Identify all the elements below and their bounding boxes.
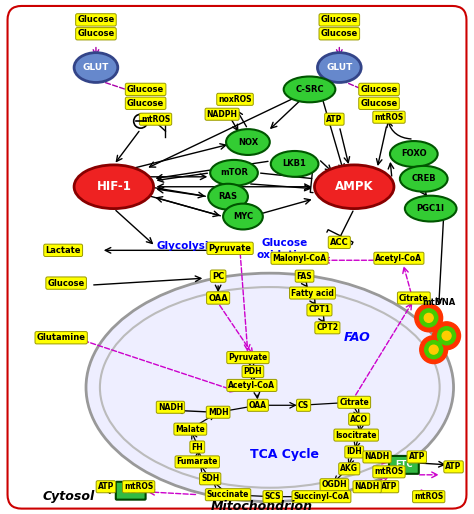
- Ellipse shape: [74, 52, 118, 82]
- Text: FOXO: FOXO: [401, 150, 427, 158]
- Text: Cytosol: Cytosol: [43, 490, 95, 503]
- Ellipse shape: [283, 77, 335, 102]
- Text: NADH: NADH: [158, 403, 183, 412]
- Circle shape: [415, 304, 443, 332]
- Text: Pyruvate: Pyruvate: [209, 244, 252, 253]
- Text: Glycolysis: Glycolysis: [156, 242, 215, 251]
- Text: SDH: SDH: [201, 474, 219, 483]
- FancyBboxPatch shape: [389, 456, 419, 474]
- Ellipse shape: [318, 52, 361, 82]
- Text: PC: PC: [212, 272, 224, 281]
- Circle shape: [419, 309, 438, 327]
- Text: mtROS: mtROS: [141, 115, 170, 124]
- Text: Glucose: Glucose: [360, 85, 398, 94]
- Ellipse shape: [208, 184, 248, 210]
- Text: Succinate: Succinate: [207, 490, 249, 499]
- Text: mtROS: mtROS: [414, 492, 443, 501]
- Text: NOX: NOX: [238, 138, 258, 146]
- Text: Glucose: Glucose: [360, 99, 398, 108]
- Circle shape: [442, 332, 451, 340]
- Text: NADPH: NADPH: [207, 109, 237, 119]
- Text: CREB: CREB: [411, 174, 436, 183]
- Text: NADH: NADH: [365, 452, 390, 462]
- Ellipse shape: [223, 204, 263, 229]
- Circle shape: [424, 314, 433, 322]
- Text: CPT1: CPT1: [309, 305, 330, 315]
- Text: IDH: IDH: [346, 448, 362, 456]
- Text: CPT2: CPT2: [316, 323, 338, 333]
- Text: mtDNA: mtDNA: [422, 299, 455, 307]
- Text: FH: FH: [191, 443, 203, 451]
- Text: AMPK: AMPK: [335, 180, 374, 193]
- Circle shape: [420, 336, 447, 363]
- Text: Glucose: Glucose: [127, 85, 164, 94]
- Text: FAS: FAS: [297, 272, 312, 281]
- Circle shape: [429, 345, 438, 354]
- Text: ATP: ATP: [446, 463, 462, 471]
- Ellipse shape: [314, 165, 394, 209]
- Text: OAA: OAA: [249, 401, 267, 410]
- Text: LKB1: LKB1: [283, 159, 307, 169]
- Text: TCA Cycle: TCA Cycle: [250, 448, 319, 462]
- Circle shape: [433, 322, 461, 350]
- Text: Glucose: Glucose: [321, 15, 358, 24]
- Circle shape: [438, 327, 456, 345]
- Text: PDH: PDH: [244, 367, 262, 376]
- Ellipse shape: [271, 151, 319, 177]
- Ellipse shape: [226, 129, 270, 155]
- Text: oxidation: oxidation: [257, 250, 312, 260]
- Text: Fatty acid: Fatty acid: [291, 288, 334, 298]
- Text: Mitochondrion: Mitochondrion: [211, 500, 313, 513]
- Text: PGC1I: PGC1I: [417, 204, 445, 213]
- Text: Glucose: Glucose: [77, 15, 115, 24]
- Text: Succinyl-CoA: Succinyl-CoA: [293, 492, 349, 501]
- Ellipse shape: [86, 273, 454, 502]
- Text: ACO: ACO: [350, 415, 368, 424]
- Text: mtROS: mtROS: [374, 467, 403, 476]
- Text: C-SRC: C-SRC: [295, 85, 324, 94]
- Text: GLUT: GLUT: [83, 63, 109, 72]
- Text: OAA: OAA: [208, 293, 228, 303]
- Ellipse shape: [390, 141, 438, 167]
- Text: Citrate: Citrate: [339, 398, 369, 407]
- Text: ATP: ATP: [409, 452, 425, 462]
- Text: MDH: MDH: [208, 408, 228, 417]
- Text: Glucose: Glucose: [321, 29, 358, 38]
- Circle shape: [425, 341, 443, 359]
- Text: Glutamine: Glutamine: [36, 333, 86, 342]
- Text: mtROS: mtROS: [124, 482, 153, 491]
- Text: Malonyl-CoA: Malonyl-CoA: [273, 254, 327, 263]
- Text: Glucose: Glucose: [262, 238, 308, 248]
- Text: MYC: MYC: [233, 212, 253, 221]
- Text: Acetyl-CoA: Acetyl-CoA: [228, 381, 275, 390]
- Text: ATP: ATP: [326, 115, 343, 124]
- Text: AKG: AKG: [340, 464, 358, 473]
- Text: NADH: NADH: [355, 482, 380, 491]
- Text: Isocitrate: Isocitrate: [336, 431, 377, 439]
- Text: SCS: SCS: [264, 492, 281, 501]
- Text: Pyruvate: Pyruvate: [228, 353, 267, 362]
- Text: Citrate: Citrate: [399, 293, 428, 303]
- Text: FAO: FAO: [344, 331, 371, 344]
- Ellipse shape: [210, 160, 258, 186]
- Text: ETC: ETC: [395, 461, 413, 469]
- Text: Malate: Malate: [175, 425, 205, 434]
- Text: noxROS: noxROS: [218, 95, 252, 104]
- FancyBboxPatch shape: [116, 482, 146, 500]
- Text: Glucose: Glucose: [127, 99, 164, 108]
- Text: ATP: ATP: [381, 482, 397, 491]
- Text: HIF-1: HIF-1: [96, 180, 131, 193]
- Text: Glucose: Glucose: [47, 279, 85, 288]
- Text: OGDH: OGDH: [321, 480, 347, 489]
- Text: ACC: ACC: [330, 238, 349, 247]
- Text: mtROS: mtROS: [374, 113, 403, 122]
- Ellipse shape: [405, 196, 456, 222]
- Text: Acetyl-CoA: Acetyl-CoA: [375, 254, 422, 263]
- Text: GLUT: GLUT: [326, 63, 353, 72]
- Text: Fumarate: Fumarate: [177, 457, 218, 466]
- Text: mTOR: mTOR: [220, 169, 248, 177]
- Text: ATP: ATP: [98, 482, 114, 491]
- Text: Glucose: Glucose: [77, 29, 115, 38]
- Text: ETC: ETC: [122, 486, 139, 495]
